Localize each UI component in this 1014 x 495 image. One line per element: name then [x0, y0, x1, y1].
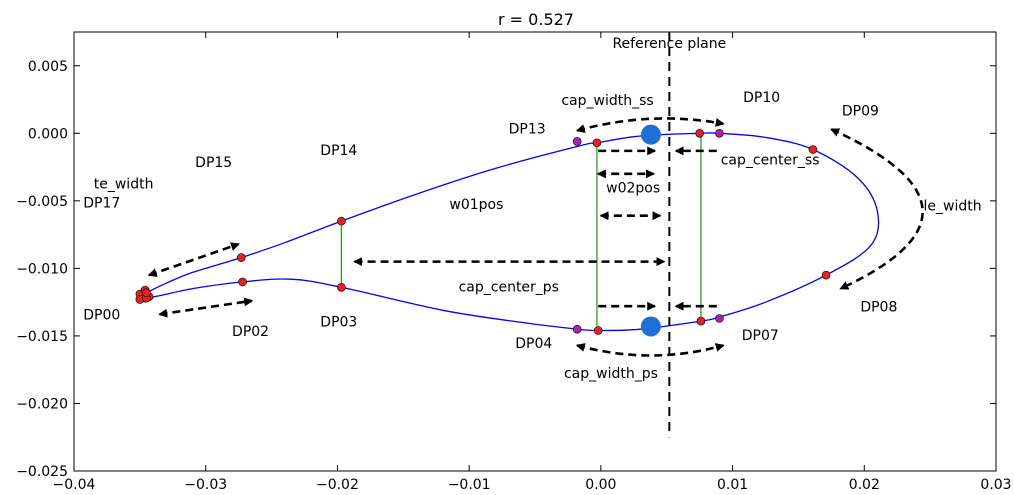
y-tick-label: −0.005 [16, 194, 68, 210]
axes-frame [73, 31, 997, 472]
design-point-dp04 [593, 326, 603, 335]
x-tick-label: 0.03 [980, 477, 1011, 493]
label-dp00: DP00 [83, 308, 120, 324]
design-point-dp02 [238, 277, 247, 287]
y-tick-label: 0.000 [28, 126, 68, 142]
x-tick-label: −0.02 [316, 477, 359, 493]
plot-area: Reference plane te_width DP17 DP00 DP15 DP02 D… [83, 32, 982, 438]
design-point-dp10 [695, 129, 704, 138]
cap-edge-point [715, 314, 724, 323]
label-dp04: DP04 [515, 336, 552, 352]
label-w02pos: w02pos [606, 181, 660, 197]
label-te-width: te_width [94, 177, 154, 193]
design-point-dp09 [808, 145, 818, 154]
x-tick-label: −0.03 [184, 477, 227, 493]
y-tick-label: −0.020 [16, 396, 68, 412]
dimension-arrow [158, 297, 254, 318]
x-tick-label: 0.02 [849, 477, 880, 493]
label-cap-width-ps: cap_width_ps [564, 366, 658, 382]
chart-title: r = 0.527 [498, 10, 574, 29]
label-le-width: le_width [924, 198, 982, 214]
cap-width-ps-arrow [575, 343, 725, 357]
x-tick-label: −0.01 [448, 477, 491, 493]
label-dp07: DP07 [742, 328, 779, 344]
cap-width-ss-arrow [575, 117, 725, 133]
design-point-dp13 [592, 138, 602, 148]
cap-edge-point [715, 129, 724, 138]
reference-plane-label: Reference plane [612, 36, 726, 52]
le-width-arrow [830, 128, 924, 290]
y-tick-label: −0.010 [16, 261, 68, 277]
label-dp13: DP13 [509, 121, 546, 137]
y-tick-label: 0.005 [28, 59, 68, 75]
design-point-dp08 [821, 270, 831, 280]
cap-center-marker [640, 124, 661, 145]
x-tick-label: 0.00 [585, 477, 616, 493]
label-dp14: DP14 [320, 143, 357, 159]
label-dp17: DP17 [83, 196, 120, 212]
design-point-dp03 [337, 282, 346, 292]
label-dp02: DP02 [232, 324, 269, 340]
design-point-dp14 [337, 216, 346, 226]
label-dp03: DP03 [320, 314, 357, 330]
cap-edge-point [572, 324, 582, 334]
axes: −0.04 −0.03 −0.02 −0.01 0.00 0.01 0.02 0.03 0.00… [16, 31, 1012, 493]
design-point-dp17 [142, 288, 151, 297]
design-point-dp07 [696, 316, 706, 326]
x-tick-label: 0.01 [717, 477, 748, 493]
cap-edge-point [572, 137, 582, 146]
label-dp09: DP09 [842, 104, 879, 120]
label-cap-center-ss: cap_center_ss [721, 152, 820, 168]
cap-center-marker [640, 316, 661, 337]
label-dp15: DP15 [195, 155, 232, 171]
x-tick-label: −0.04 [53, 477, 96, 493]
dimension-arrow [147, 242, 240, 277]
blade-profile-curve [145, 132, 880, 332]
y-tick-label: −0.015 [16, 329, 68, 345]
label-dp10: DP10 [743, 90, 780, 106]
label-cap-center-ps: cap_center_ps [459, 279, 559, 295]
label-dp08: DP08 [860, 300, 897, 316]
design-point-dp15 [236, 253, 246, 262]
label-w01pos: w01pos [449, 197, 503, 213]
y-tick-label: −0.025 [16, 464, 68, 480]
label-cap-width-ss: cap_width_ss [561, 93, 653, 109]
